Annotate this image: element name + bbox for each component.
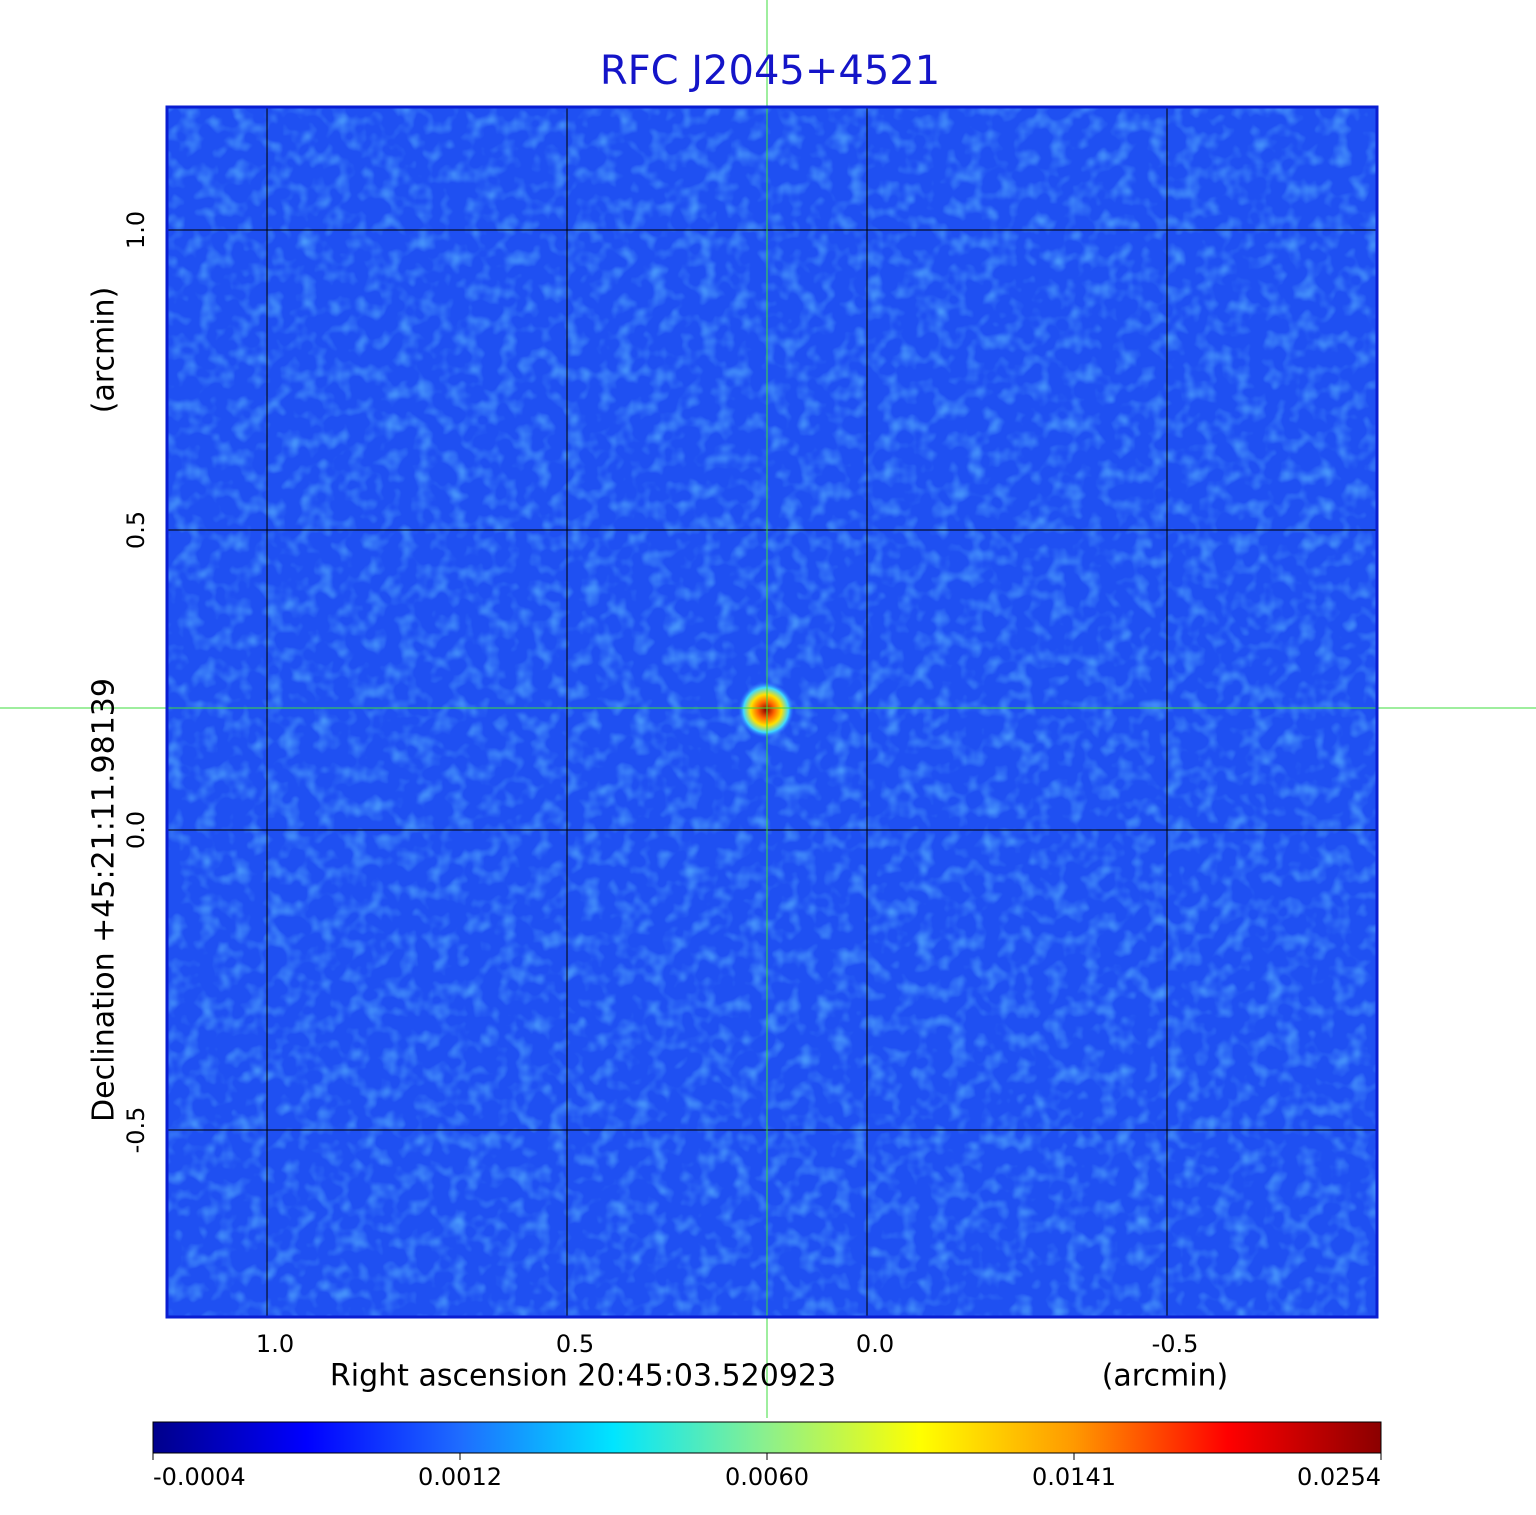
x-axis-unit: (arcmin) [1102,1359,1229,1394]
y-tick-label: 1.0 [122,211,150,249]
x-tick-label: 0.0 [856,1330,894,1358]
colorbar-tick-label: 0.0254 [1297,1463,1381,1491]
colorbar-tick-label: 0.0060 [725,1463,809,1491]
y-axis-label: Declination +45:21:11.98139 [87,678,122,1122]
x-tick-label: -0.5 [1152,1330,1199,1358]
y-tick-label: 0.0 [122,811,150,849]
colorbar [152,1421,1382,1454]
colorbar-tick-label: -0.0004 [153,1463,246,1491]
source [738,682,794,738]
x-tick-label: 1.0 [256,1330,294,1358]
chart-title: RFC J2045+4521 [600,48,940,94]
y-tick-label: 0.5 [122,511,150,549]
plot-frame [165,105,1379,1319]
x-tick-label: 0.5 [556,1330,594,1358]
colorbar-tick-label: 0.0012 [418,1463,502,1491]
x-axis-label: Right ascension 20:45:03.520923 [330,1359,836,1394]
colorbar-tick-label: 0.0141 [1032,1463,1116,1491]
y-tick-label: -0.5 [122,1107,150,1154]
y-axis-unit: (arcmin) [87,287,122,414]
